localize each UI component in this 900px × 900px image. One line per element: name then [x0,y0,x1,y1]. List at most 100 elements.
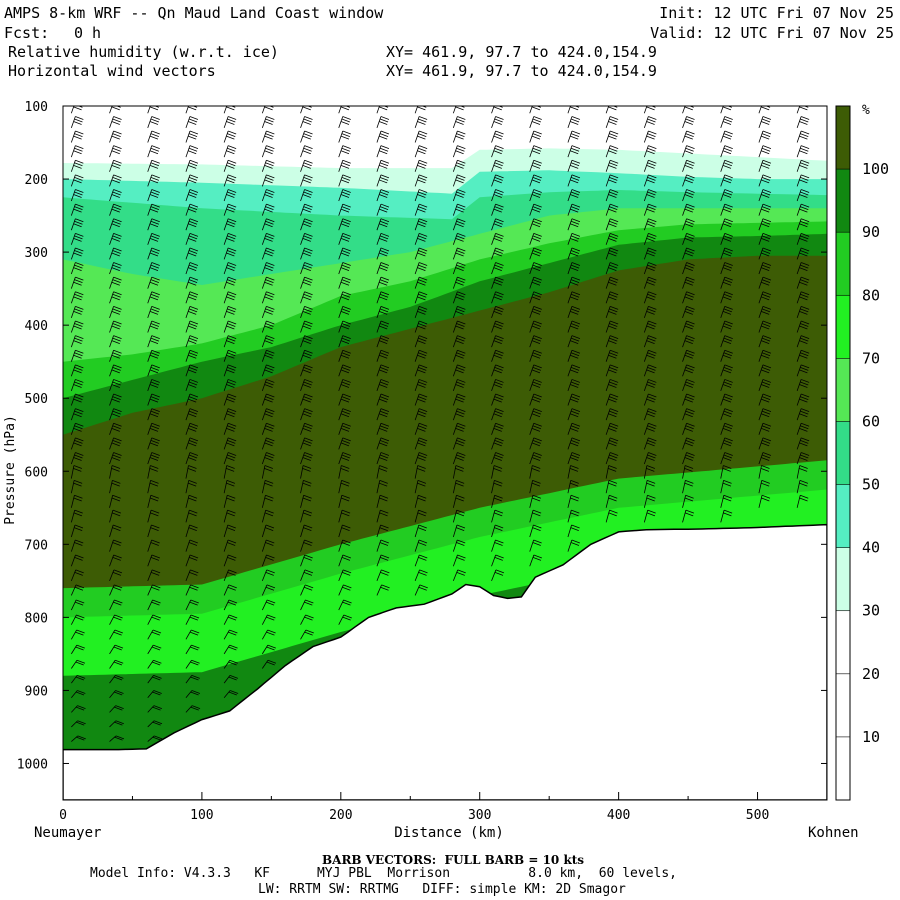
barb-feather [379,440,389,444]
barb-feather [150,497,159,502]
barb-staff [605,335,611,348]
barb-feather [723,308,733,313]
barb-feather [685,323,694,327]
barb-feather [149,238,159,242]
barb-feather [379,135,388,140]
barb-feather [531,164,541,169]
barb-staff [567,423,573,435]
barb-staff [338,218,344,231]
barb-feather [303,454,312,459]
barb-staff [796,495,801,508]
wind-barb [529,554,543,567]
barb-staff [491,510,496,523]
barb-feather [149,482,159,487]
barb-feather [762,130,772,135]
barb-feather [801,335,810,339]
barb-feather [571,509,580,514]
barb-staff [70,116,76,129]
barb-feather [457,203,466,208]
wind-barb [452,349,466,362]
wind-barb [261,554,275,567]
barb-feather [113,661,123,666]
barb-feather [227,410,236,415]
barb-feather [302,497,312,502]
barb-feather [686,379,695,383]
wind-barb [376,584,390,596]
wind-barb [223,349,237,362]
wind-barb [223,644,238,655]
barb-feather [495,291,504,296]
wind-barb [223,437,237,450]
barb-feather [495,130,504,135]
barb-staff [261,465,266,479]
barb-feather [419,174,428,179]
barb-feather [494,454,503,459]
barb-staff [376,584,382,596]
barb-feather [761,323,771,327]
barb-feather [381,102,389,105]
wind-barb [223,659,238,669]
wind-barb [529,393,542,406]
barb-feather [608,135,617,140]
barb-feather [722,208,732,213]
barb-feather [112,512,121,517]
wind-barb [491,106,503,114]
barb-feather [380,189,390,193]
barb-feather [494,366,503,371]
barb-staff [529,174,535,187]
wind-barb [261,539,275,552]
barb-staff [605,465,610,479]
barb-feather [455,281,464,286]
barb-feather [304,631,313,636]
barb-feather [75,452,84,456]
barb-feather [340,223,350,228]
barb-feather [379,296,388,301]
wind-barb [300,106,312,114]
barb-feather [228,646,237,651]
barb-feather [111,468,120,472]
barb-feather [189,539,198,544]
barb-feather [685,494,694,499]
barb-feather [723,118,733,123]
barb-feather [151,452,160,456]
barb-feather [685,279,694,284]
barb-staff [758,437,764,450]
barb-feather [418,410,427,415]
wind-barb [720,422,733,435]
wind-barb [338,452,351,465]
wind-barb [261,116,275,129]
barb-feather [687,102,695,105]
barb-feather [267,659,277,664]
wind-barb [185,629,200,640]
wind-barb [414,174,428,187]
wind-barb [147,479,159,494]
barb-feather [74,494,83,499]
barb-feather [149,325,159,330]
wind-barb [261,232,275,245]
barb-feather [73,354,82,359]
barb-staff [147,262,153,275]
barb-feather [228,218,237,223]
wind-barb [71,674,86,684]
barb-feather [342,276,351,281]
barb-feather [150,542,159,546]
barb-staff [376,539,382,552]
wind-barb [300,599,314,611]
barb-feather [187,482,197,487]
barb-feather [341,542,350,546]
barb-staff [567,203,573,216]
barb-feather [570,323,580,327]
barb-feather [609,235,618,240]
barb-staff [376,130,382,143]
barb-feather [761,252,770,257]
barb-feather [380,393,390,398]
wind-barb [414,106,427,114]
barb-feather [801,116,810,120]
barb-feather [380,335,390,339]
barb-staff [300,379,305,392]
barb-feather [188,369,197,374]
barb-feather [266,130,275,135]
barb-feather [227,118,236,123]
wind-barb [70,335,84,348]
wind-barb [529,349,542,362]
